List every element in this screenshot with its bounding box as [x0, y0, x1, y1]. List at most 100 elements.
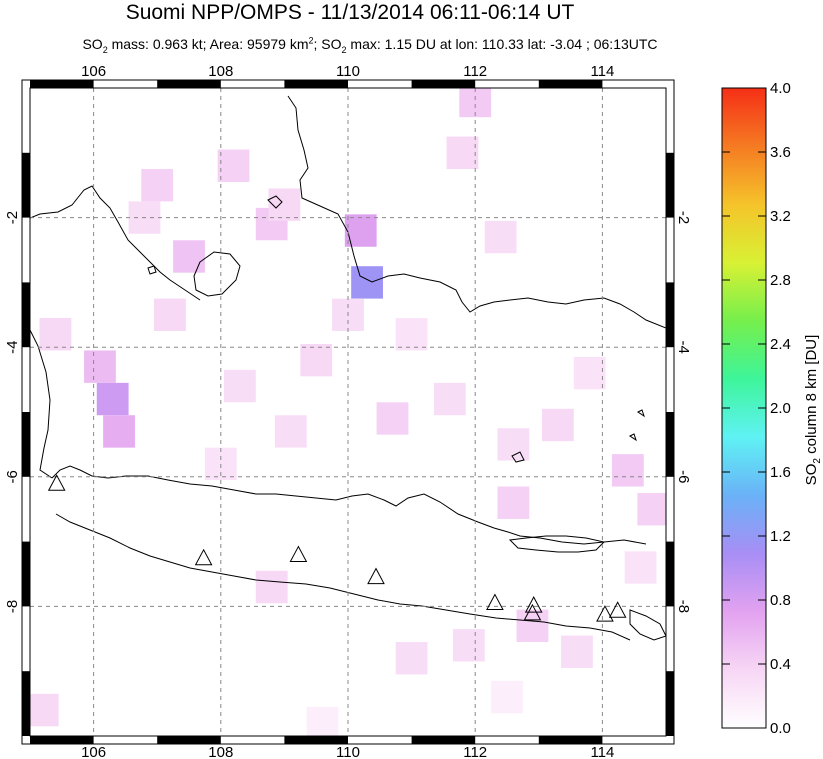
- so2-cell-36: [624, 551, 657, 584]
- so2-cell-20: [497, 486, 530, 519]
- colorbar-tick-label-0.0: 0.0: [770, 720, 791, 737]
- x-tick-top-112: 112: [463, 63, 487, 80]
- x-tick-top-108: 108: [208, 63, 233, 80]
- volcano-marker-1: [194, 548, 213, 566]
- frame-bar-left--2: [22, 152, 30, 218]
- coastline-belitung-islets: [147, 195, 645, 463]
- chart-subtitle: SO2 mass: 0.963 kt; Area: 95979 km2; SO2…: [0, 35, 740, 55]
- y-tick-right--6: -6: [675, 470, 692, 483]
- volcano-marker-2: [289, 545, 308, 563]
- volcano-marker-5: [524, 596, 543, 613]
- so2-cell-37: [491, 680, 523, 714]
- frame-bar-bottom-107: [157, 736, 221, 744]
- so2-cell-35: [573, 356, 606, 390]
- colorbar-tick-label-0.8: 0.8: [770, 592, 791, 609]
- colorbar-label-rest: column 8 km [DU]: [803, 335, 820, 458]
- coastline-madura: [508, 535, 605, 553]
- so2-cell-14: [376, 402, 409, 435]
- frame-bar-right--10: [666, 671, 674, 736]
- colorbar-tick-label-2.4: 2.4: [770, 336, 791, 353]
- coastline-java-south: [55, 513, 631, 641]
- so2-cell-5: [173, 240, 205, 273]
- subtitle-max-info: max: 1.15 DU at lon: 110.33 lat: -3.04 ;…: [346, 36, 658, 52]
- chart-title: Suomi NPP/OMPS - 11/13/2014 06:11-06:14 …: [125, 1, 575, 24]
- so2-cell-38: [306, 706, 339, 736]
- so2-cell-28: [561, 635, 593, 668]
- colorbar-label: SO2 column 8 km [DU]: [803, 335, 823, 486]
- colorbar: 0.0 0.4 0.8 1.2 1.6 2.0 2.4 2.8 3.2 3.6 4.0: [721, 80, 791, 737]
- volcano-marker-3: [367, 567, 385, 585]
- so2-cell-0: [351, 266, 383, 299]
- so2-cell-9: [268, 188, 301, 221]
- x-tick-bottom-110: 110: [336, 744, 360, 759]
- frame-graduation-bars: [22, 80, 674, 744]
- coastline-bali: [629, 609, 666, 641]
- so2-cell-2: [96, 382, 129, 416]
- volcano-markers: [47, 474, 627, 622]
- x-tick-top-110: 110: [336, 63, 360, 80]
- so2-cell-8: [217, 149, 250, 182]
- colorbar-tick-label-4.0: 4.0: [770, 80, 791, 97]
- colorbar-label-sub: 2: [812, 458, 823, 464]
- colorbar-tick-label-3.2: 3.2: [770, 208, 791, 225]
- volcano-marker-8: [608, 601, 627, 618]
- frame-bar-right--6: [666, 412, 674, 477]
- colorbar-tick-label-1.6: 1.6: [770, 464, 791, 481]
- frame-bar-top-105: [30, 80, 94, 88]
- x-tick-top-106: 106: [81, 63, 106, 80]
- coastlines-layer: [30, 95, 666, 641]
- subtitle-max-sub: 2: [341, 44, 347, 55]
- so2-cell-13: [274, 415, 307, 448]
- frame-bar-bottom-113: [538, 736, 603, 744]
- so2-cell-33: [395, 318, 428, 351]
- coastline-bangka: [193, 251, 241, 297]
- y-tick-right--8: -8: [675, 600, 692, 613]
- colorbar-tick-label-0.4: 0.4: [770, 656, 791, 673]
- so2-cell-10: [154, 298, 186, 331]
- frame-bar-right--4: [666, 282, 674, 348]
- subtitle-mass-area: mass: 0.963 kt; Area: 95979 km: [107, 36, 309, 52]
- y-tick-left--4: -4: [4, 341, 21, 354]
- y-tick-left--2: -2: [4, 211, 21, 224]
- coastline-sumatra: [30, 185, 201, 479]
- so2-cell-18: [611, 454, 644, 487]
- colorbar-label-so2: SO: [803, 464, 820, 486]
- frame-bar-top-107: [157, 80, 221, 88]
- frame-bar-left--8: [22, 541, 30, 607]
- volcano-marker-0: [47, 474, 66, 491]
- colorbar-tick-label-2.8: 2.8: [770, 272, 791, 289]
- frame-bar-left--4: [22, 282, 30, 348]
- subtitle-separator: ; SO: [313, 36, 342, 52]
- frame-bar-bottom-111: [411, 736, 476, 744]
- subtitle-area-unit-sup: 2: [308, 35, 314, 46]
- grid-lines: [30, 88, 666, 736]
- so2-cell-4: [84, 350, 116, 383]
- so2-cell-15: [433, 382, 466, 416]
- coastline-borneo: [287, 95, 666, 329]
- frame-bar-top-113: [538, 80, 603, 88]
- y-tick-right--2: -2: [675, 211, 692, 224]
- frame-bar-right--2: [666, 152, 674, 218]
- so2-cells-layer: [30, 88, 666, 736]
- so2-cell-7: [141, 169, 174, 202]
- x-tick-bottom-112: 112: [463, 744, 487, 759]
- so2-cell-12: [300, 343, 333, 377]
- x-tick-bottom-108: 108: [208, 744, 233, 759]
- so2-cell-3: [103, 415, 135, 448]
- so2-cell-17: [541, 408, 574, 442]
- tick-labels: 106 106 108 108 110 110 112 112 114 114 -2 -2 -4 -4 -6…: [4, 63, 692, 759]
- x-tick-top-114: 114: [590, 63, 614, 80]
- so2-cell-30: [255, 570, 288, 604]
- so2-cell-1: [344, 214, 377, 247]
- so2-cell-27: [516, 609, 549, 643]
- x-tick-bottom-106: 106: [81, 744, 106, 759]
- y-tick-right--4: -4: [675, 341, 692, 354]
- y-tick-left--6: -6: [4, 470, 21, 483]
- so2-cell-22: [446, 136, 479, 169]
- so2-cell-24: [39, 318, 72, 351]
- y-tick-left--8: -8: [4, 600, 21, 613]
- colorbar-tick-label-3.6: 3.6: [770, 144, 791, 161]
- so2-cell-19: [637, 493, 666, 526]
- volcano-marker-6: [523, 603, 542, 621]
